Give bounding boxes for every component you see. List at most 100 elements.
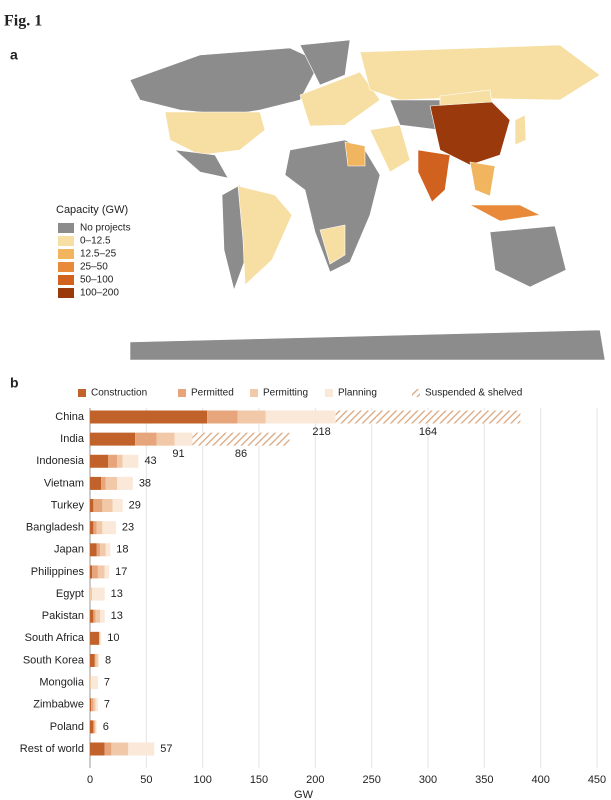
legend-label: 12.5–25: [80, 249, 117, 260]
bar-segment: [93, 609, 96, 623]
bar-segment: [90, 454, 109, 468]
bar-segment: [335, 410, 521, 424]
map-legend: No projects 0–12.5 12.5–25 25–50 50–100 100–2…: [58, 223, 131, 299]
land: [221, 184, 246, 292]
bar-segment: [90, 499, 94, 513]
bar-segment: [207, 410, 238, 424]
bar-segment: [100, 543, 106, 557]
bar-segment: [102, 499, 113, 513]
legend-swatch: [178, 389, 186, 397]
y-tick-label: Turkey: [51, 499, 85, 511]
bar-segment: [95, 653, 98, 667]
total-label: 7: [104, 677, 110, 689]
land: [344, 141, 366, 167]
bar-segment: [90, 609, 94, 623]
value-label: 164: [419, 426, 437, 438]
bar-segment: [174, 432, 193, 446]
panel-label: b: [10, 375, 19, 391]
bar-segment: [90, 676, 92, 690]
bar-segment: [93, 720, 95, 734]
legend-swatch: [58, 223, 74, 233]
legend-swatch: [250, 389, 258, 397]
legend-label: 25–50: [80, 262, 108, 273]
land: [299, 71, 381, 127]
x-tick-label: 350: [475, 774, 493, 786]
legend-label: 50–100: [80, 275, 114, 286]
world-map: [129, 39, 606, 361]
land: [164, 111, 266, 156]
y-tick-label: Indonesia: [36, 455, 85, 467]
legend-label: No projects: [80, 223, 131, 234]
legend-label: Planning: [338, 388, 377, 399]
y-tick-label: Poland: [50, 721, 84, 733]
bar-segment: [90, 543, 97, 557]
legend-label: Permitted: [191, 388, 234, 399]
bar-segment: [90, 587, 93, 601]
bar-segment: [90, 432, 136, 446]
bar-segment: [105, 543, 111, 557]
total-label: 7: [104, 699, 110, 711]
land: [514, 114, 527, 146]
value-label: 86: [235, 448, 247, 460]
panel-label: a: [10, 47, 18, 63]
y-tick-label: Philippines: [31, 566, 85, 578]
bar-segment: [90, 742, 105, 756]
y-tick-label: South Africa: [25, 632, 85, 644]
bar-segment: [101, 476, 106, 490]
bar-segment: [97, 653, 100, 667]
bar-chart: 0 50 100 150 200 250 300 350 400 450 GW Constructio…: [20, 388, 606, 800]
bar-segment: [93, 521, 97, 535]
total-label: 57: [160, 743, 172, 755]
bar-segment: [93, 499, 103, 513]
legend-label: 0–12.5: [80, 236, 111, 247]
legend-swatch: [58, 275, 74, 285]
bar-segment: [90, 698, 92, 712]
total-label: 17: [115, 566, 127, 578]
y-tick-label: Vietnam: [44, 477, 84, 489]
bar-segment: [90, 410, 208, 424]
bar-segment: [95, 609, 101, 623]
bar-segment: [90, 653, 95, 667]
bar-segment: [92, 565, 98, 579]
bar-segment: [100, 609, 105, 623]
y-tick-label: Bangladesh: [26, 522, 84, 534]
land: [174, 149, 229, 179]
bar-segment: [117, 454, 123, 468]
legend-swatch: [58, 288, 74, 298]
total-label: 218: [312, 426, 330, 438]
total-label: 43: [144, 455, 156, 467]
bar-segment: [105, 476, 118, 490]
total-label: 6: [103, 721, 109, 733]
x-tick-label: 250: [362, 774, 380, 786]
x-tick-label: 400: [531, 774, 549, 786]
bar-segment: [90, 631, 100, 645]
bar-segment: [94, 653, 96, 667]
total-label: 8: [105, 654, 111, 666]
bar-segment: [90, 720, 94, 734]
total-label: 38: [139, 477, 151, 489]
land: [237, 185, 293, 286]
y-tick-label: Japan: [54, 544, 84, 556]
legend-label: 100–200: [80, 288, 119, 299]
land: [319, 224, 346, 265]
bar-segment: [96, 521, 103, 535]
land: [489, 225, 567, 288]
bar-segment: [96, 543, 101, 557]
y-tick-label: Mongolia: [39, 677, 85, 689]
total-label: 29: [129, 499, 141, 511]
land: [429, 101, 511, 166]
bar-segment: [265, 410, 336, 424]
total-label: 18: [116, 544, 128, 556]
y-tick-label: Rest of world: [20, 743, 84, 755]
land: [369, 124, 411, 173]
y-tick-label: Zimbabwe: [33, 699, 84, 711]
legend-swatch: [58, 249, 74, 259]
bar-segment: [94, 720, 96, 734]
legend-swatch: [412, 389, 420, 397]
land: [417, 149, 451, 203]
bar-segment: [102, 521, 116, 535]
bar-segment: [99, 631, 101, 645]
land: [359, 44, 601, 101]
bar-segment: [112, 499, 123, 513]
